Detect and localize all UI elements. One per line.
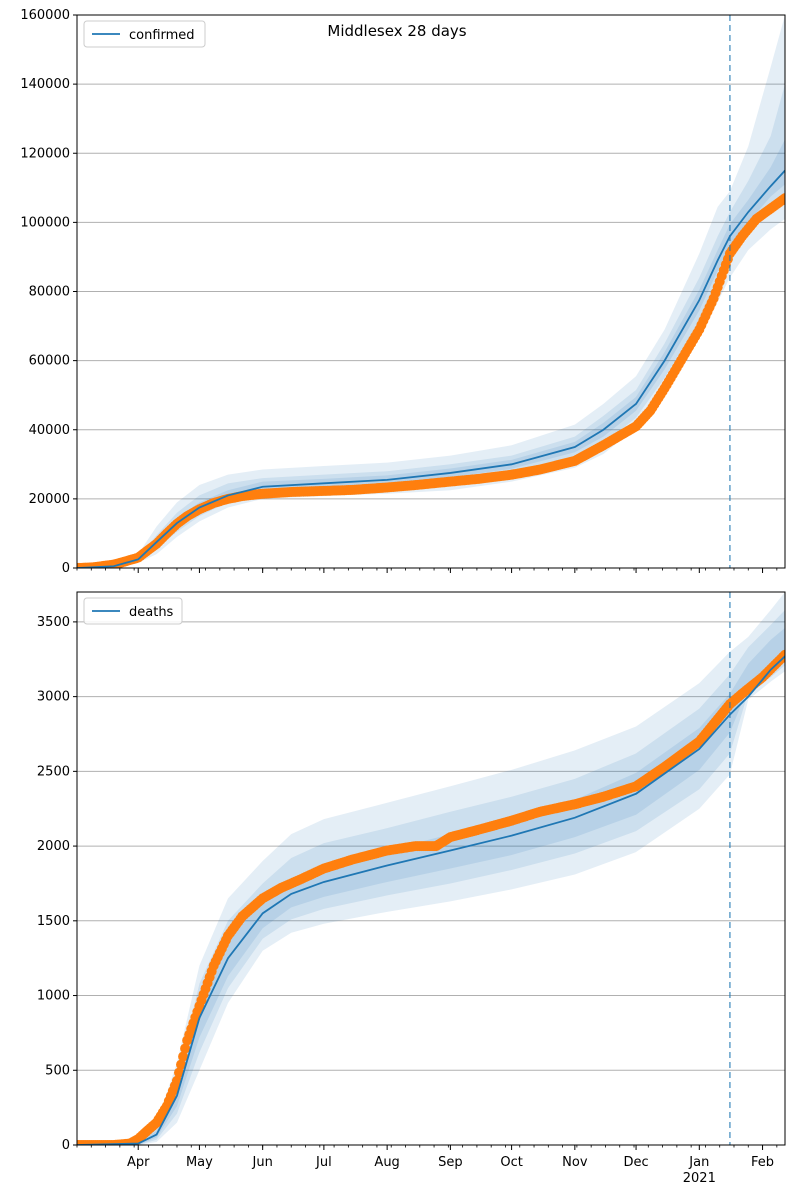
x-tick-label: Jun [252,1155,273,1170]
uncertainty-band [77,609,785,1145]
observed-point [780,193,785,204]
observed-point [174,1067,185,1078]
y-tick-label: 60000 [29,354,70,369]
y-tick-label: 40000 [29,423,70,438]
x-tick-label: Apr [127,1155,150,1170]
uncertainty-band [77,15,785,568]
legend-label: deaths [129,605,174,620]
axes-frame [76,14,786,569]
legend: deaths [83,597,183,625]
y-tick-label: 2000 [37,839,70,854]
observed-point [171,1075,182,1086]
axes-frame [76,591,786,1146]
y-tick-label: 1500 [37,914,70,929]
x-tick-label: Dec [623,1155,648,1170]
x-tick-label: Sep [438,1155,463,1170]
x-tick-label: Nov [562,1155,588,1170]
model-line [77,169,785,568]
x-tick-label: May [186,1155,213,1170]
y-tick-label: 80000 [29,285,70,300]
observed-point [180,1043,191,1054]
y-tick-label: 2500 [37,764,70,779]
legend-box [83,597,183,625]
figure-title: Middlesex 28 days [327,22,466,40]
y-tick-label: 0 [62,561,70,576]
observed-series [77,193,785,568]
y-tick-label: 0 [62,1138,70,1153]
y-tick-label: 160000 [20,8,70,23]
y-tick-label: 3500 [37,615,70,630]
y-tick-label: 140000 [20,77,70,92]
x-tick-label: Feb [751,1155,774,1170]
deaths-plot: 0 500 1000 1500 2000 2500 3000 3500 Apr May Jun Jul… [37,591,786,1186]
x-year-label: 2021 [683,1171,716,1186]
x-tick-label: Jan [688,1155,709,1170]
y-tick-label: 20000 [29,492,70,507]
x-tick-label: Aug [374,1155,399,1170]
uncertainty-band [77,84,785,568]
observed-point [176,1059,187,1070]
observed-point [178,1051,189,1062]
uncertainty-band [77,592,785,1145]
legend: confirmed [83,20,206,48]
y-tick-label: 100000 [20,215,70,230]
x-tick-label: Oct [500,1155,522,1170]
confirmed-plot: 0 20000 40000 60000 80000 100000 120000 140000 1… [20,8,786,576]
x-tick-label: Jul [315,1155,332,1170]
y-tick-label: 500 [45,1063,70,1078]
y-tick-label: 3000 [37,690,70,705]
y-tick-label: 1000 [37,989,70,1004]
legend-box [83,20,206,48]
legend-label: confirmed [129,28,195,43]
y-tick-label: 120000 [20,146,70,161]
